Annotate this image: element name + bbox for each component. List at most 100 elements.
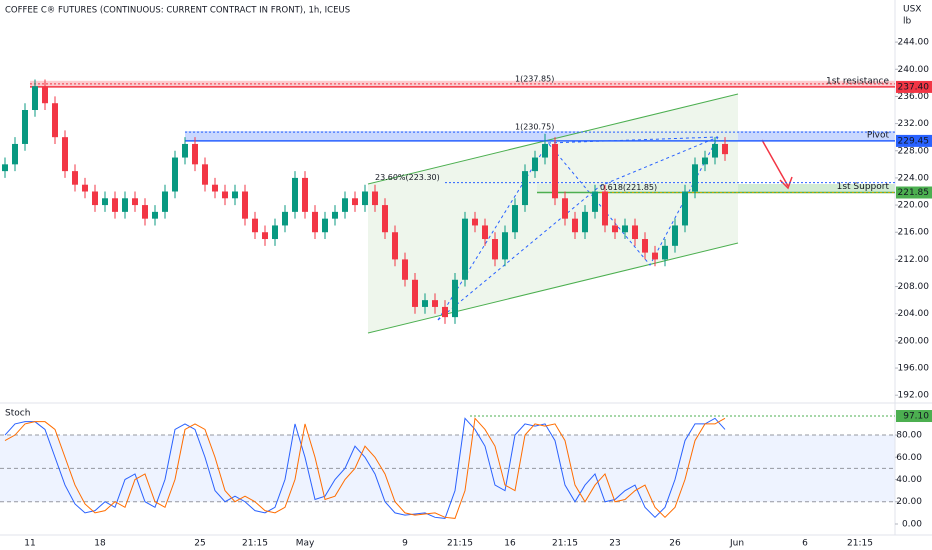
stoch-line bbox=[4, 417, 726, 519]
candle-body bbox=[432, 300, 438, 307]
chart-title: COFFEE C® FUTURES (CONTINUOUS: CURRENT C… bbox=[5, 6, 350, 16]
candle-body bbox=[282, 211, 288, 226]
candle-body bbox=[222, 191, 228, 199]
y-tick-label: 192.00 bbox=[898, 391, 930, 401]
candle-body bbox=[122, 198, 128, 212]
candle-body bbox=[602, 191, 608, 226]
fib-label: 1(230.75) bbox=[515, 123, 554, 132]
x-tick-label: Jun bbox=[729, 539, 744, 549]
candle-body bbox=[302, 177, 308, 212]
y-tick-label: 208.00 bbox=[898, 282, 930, 292]
x-tick-label: 18 bbox=[94, 539, 106, 549]
candle-body bbox=[102, 198, 108, 206]
level-band bbox=[185, 131, 895, 141]
x-tick-label: 23 bbox=[609, 539, 620, 549]
candle-body bbox=[482, 225, 488, 240]
x-tick-label: 25 bbox=[194, 539, 205, 549]
candle-body bbox=[552, 143, 558, 199]
price-tag-label: 237.40 bbox=[898, 82, 930, 92]
level-name: 1st resistance bbox=[826, 76, 889, 86]
y-tick-label: 204.00 bbox=[898, 309, 930, 319]
candle-body bbox=[642, 239, 648, 253]
candle-body bbox=[52, 103, 58, 138]
candle-body bbox=[212, 184, 218, 192]
pattern-top bbox=[547, 136, 719, 144]
price-tag bbox=[896, 410, 932, 423]
stoch-line bbox=[4, 417, 726, 519]
x-tick-label: 21:15 bbox=[847, 539, 873, 549]
candle-body bbox=[492, 239, 498, 260]
candle-body bbox=[442, 306, 448, 318]
channel-upper bbox=[367, 93, 739, 185]
candle-body bbox=[142, 205, 148, 219]
x-tick-label: 21:15 bbox=[242, 539, 268, 549]
level-name: Pivot bbox=[867, 130, 890, 140]
candle-body bbox=[522, 171, 528, 206]
candle-body bbox=[542, 143, 548, 158]
y-tick-label: 224.00 bbox=[898, 173, 930, 183]
candle-body bbox=[592, 191, 598, 212]
unit: lb bbox=[903, 17, 912, 27]
y-tick-label: 40.00 bbox=[896, 475, 922, 485]
candle-body bbox=[692, 164, 698, 192]
candle-body bbox=[532, 157, 538, 172]
candle-body bbox=[32, 86, 38, 111]
y-tick-label: 236.00 bbox=[898, 92, 930, 102]
candle-body bbox=[292, 177, 298, 212]
candle-body bbox=[372, 191, 378, 206]
candle-body bbox=[192, 143, 198, 165]
channel-lower bbox=[367, 242, 739, 334]
channel-fill bbox=[368, 94, 738, 333]
y-tick-label: 240.00 bbox=[898, 65, 930, 75]
y-tick-label: 200.00 bbox=[898, 336, 930, 346]
y-tick-label: 228.00 bbox=[898, 146, 930, 156]
candle-body bbox=[242, 191, 248, 219]
candle-body bbox=[662, 245, 668, 260]
candle-body bbox=[82, 184, 88, 192]
candle-body bbox=[12, 143, 18, 165]
candle-body bbox=[562, 198, 568, 219]
price-tag-label: 229.45 bbox=[898, 136, 930, 146]
y-tick-label: 80.00 bbox=[896, 431, 922, 441]
candle-body bbox=[462, 218, 468, 280]
x-tick-label: 21:15 bbox=[552, 539, 578, 549]
y-tick-label: 244.00 bbox=[898, 38, 930, 48]
candle-body bbox=[182, 143, 188, 158]
candle-body bbox=[422, 300, 428, 307]
candle-body bbox=[612, 225, 618, 233]
fib-label: 23.60%(223.30) bbox=[375, 173, 440, 182]
candle-body bbox=[572, 218, 578, 233]
candle-body bbox=[652, 252, 658, 260]
candle-body bbox=[352, 198, 358, 206]
x-tick-label: 16 bbox=[504, 539, 516, 549]
candle-body bbox=[622, 225, 628, 233]
candle-body bbox=[62, 137, 68, 172]
y-tick-label: 232.00 bbox=[898, 119, 930, 129]
candle-body bbox=[412, 279, 418, 307]
candle-body bbox=[342, 198, 348, 212]
candle-body bbox=[312, 211, 318, 233]
candle-body bbox=[392, 232, 398, 260]
price-tag bbox=[896, 134, 932, 147]
candle-body bbox=[152, 211, 158, 219]
x-tick-label: 6 bbox=[802, 539, 808, 549]
candle-body bbox=[402, 259, 408, 280]
y-tick-label: 20.00 bbox=[896, 497, 922, 507]
y-tick-label: 60.00 bbox=[896, 453, 922, 463]
candle-body bbox=[632, 225, 638, 240]
candle-body bbox=[332, 211, 338, 219]
price-tag-label: 221.85 bbox=[898, 188, 930, 198]
level-name: 1st Support bbox=[837, 182, 890, 192]
arrow-shaft bbox=[761, 139, 789, 187]
candle-body bbox=[452, 279, 458, 318]
y-tick-label: 220.00 bbox=[898, 201, 930, 211]
x-tick-label: 26 bbox=[669, 539, 681, 549]
candle-body bbox=[2, 164, 8, 172]
fib-label: 1(237.85) bbox=[515, 74, 554, 83]
candle-body bbox=[162, 191, 168, 212]
candle-body bbox=[272, 225, 278, 240]
candle-body bbox=[202, 164, 208, 185]
candle-body bbox=[42, 86, 48, 104]
candle-body bbox=[362, 191, 368, 206]
